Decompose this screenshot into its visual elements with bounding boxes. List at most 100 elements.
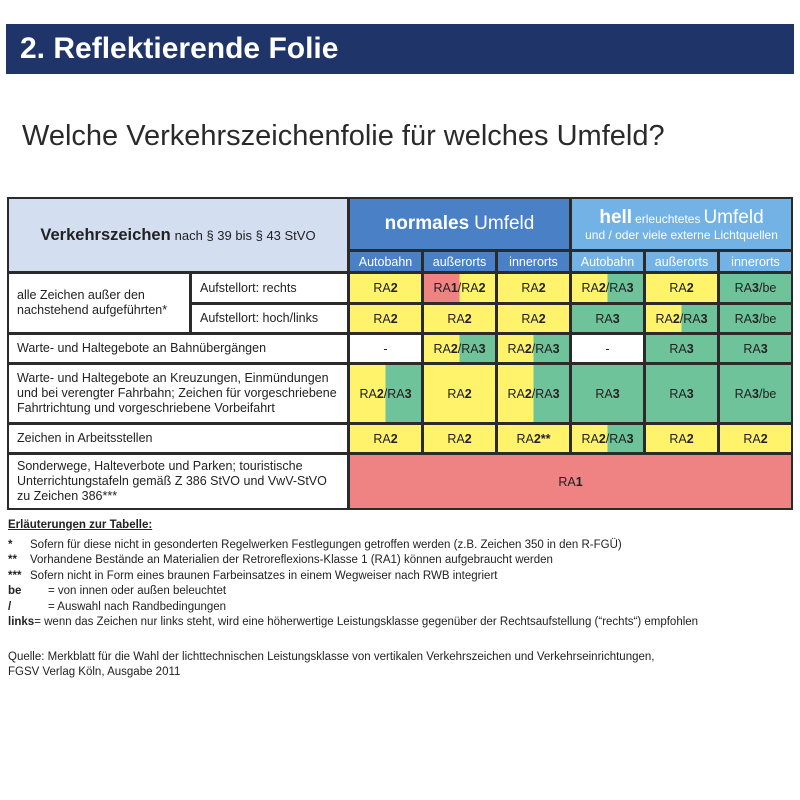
note-key: / [8,600,12,613]
hell-subtitle: und / oder viele externe Lichtquellen [585,227,778,242]
cell-text-part: RA [581,281,599,295]
hell-bold: hell [599,206,633,228]
cell-text-part: 3 [552,386,560,401]
cell-text-part: /be [758,311,777,326]
cell-text-part: 2 [464,431,472,446]
cell-text-part: 3 [752,281,759,295]
cell-text-part: 2 [686,431,694,446]
table-cell: RA 3/be [720,274,791,302]
table-cell: RA 2 [350,305,421,332]
row-label-junctions: Warte- und Haltegebote an Kreuzungen, Ei… [9,365,347,422]
note-text: = von innen oder außen beleuchtet [48,585,227,597]
cell-text-part: 3 [626,281,634,295]
table-cell: - [572,335,643,362]
note-item: ** Vorhandene Bestände an Materialien der… [8,553,698,569]
cell-text-part: RA [558,474,576,489]
row-label-railway: Warte- und Haltegebote an Bahnübergängen [9,335,347,362]
note-key: * [8,538,13,551]
cell-text-part: /be [758,386,777,401]
cell-text-part: RA [581,431,599,446]
cell-text-part: 2 [538,281,546,295]
cell-text-part: 2 [478,281,486,295]
cell-text-part: 2 [524,386,532,401]
note-item: be = von innen oder außen beleuchtet [8,584,698,600]
cell-text-part: RA [373,431,391,446]
cell-text-part: RA [734,311,753,326]
corner-rest: nach § 39 bis § 43 StVO [174,227,316,243]
cell-text-part: 3 [700,311,708,326]
cell-text-part: 2 [390,281,398,295]
cell-text-part: - [605,341,610,356]
cell-text-part: 2** [533,431,551,446]
note-text: = wenn das Zeichen nur links steht, wird… [34,616,699,628]
note-key: be [8,585,22,597]
cell-text-part: 1 [575,474,583,489]
cell-text-part: RA [669,431,687,446]
cell-text-part: RA [433,281,451,295]
table-cell: RA 2/RA 3 [572,274,643,302]
note-key: links [8,616,35,628]
cell-text-part: RA [595,311,613,326]
cell-text-part: 1 [450,281,458,295]
cell-text-part: /RA [531,341,553,356]
cell-text-part: RA [669,386,687,401]
table-notes: Erläuterungen zur Tabelle: * Sofern für d… [8,518,698,631]
table-cell: RA 2 [498,305,569,332]
cell-text-part: /RA [605,281,627,295]
cell-text-part: RA [669,281,687,295]
normal-bold: normales [384,213,470,234]
note-text: = Auswahl nach Randbedingungen [48,600,227,613]
cell-text-part: 2 [524,341,532,356]
foil-table: Verkehrszeichen nach § 39 bis § 43 StVO n… [7,197,793,510]
cell-text-part: 2 [538,311,546,326]
cell-text-part: /be [758,281,777,295]
source-line-1: Quelle: Merkblatt für die Wahl der licht… [8,651,655,663]
cell-text-part: - [383,341,388,356]
cell-text-part: 2 [464,386,472,401]
corner-bold: Verkehrszeichen [40,225,171,244]
cell-text-part: 2 [598,281,606,295]
hell-rest: Umfeld [703,206,764,228]
cell-text-part: 3 [686,386,694,401]
cell-text-part: 3 [612,386,620,401]
cell-text-part: RA [743,341,761,356]
hell-small: erleuchtetes [635,211,701,226]
cell-text-part: 3 [752,386,759,401]
cell-text-part: 3 [626,431,634,446]
row-label-right: Aufstellort: rechts [192,274,347,302]
cell-text-part: RA [507,386,525,401]
cell-text-part: RA [516,431,534,446]
row-label-special: Sonderwege, Halteverbote und Parken; tou… [9,455,347,508]
cell-text-part: RA [595,386,613,401]
table-cell: - [350,335,421,362]
cell-text-part: RA [669,341,687,356]
cell-text-part: RA [655,311,673,326]
table-cell: RA 2/RA 3 [498,365,569,422]
note-item: / = Auswahl nach Randbedingungen [8,600,698,616]
table-cell: RA 3/be [720,365,791,422]
cell-text-part: /RA [605,431,627,446]
table-cell: RA 2/RA 3 [424,335,495,362]
page-heading: Welche Verkehrszeichenfolie für welches … [22,120,665,152]
table-cell: RA 2 [424,365,495,422]
cell-text-part: 3 [686,341,694,356]
cell-text-part: 2 [686,281,694,295]
cell-text-part: RA [734,386,753,401]
cell-text-part: 2 [390,311,398,326]
table-cell: RA 3 [572,305,643,332]
note-text: Sofern nicht in Form eines braunen Farbe… [30,569,498,582]
cell-text-part: 2 [450,341,458,356]
table-cell: RA 1/RA 2 [424,274,495,302]
note-text: Sofern für diese nicht in gesonderten Re… [30,538,622,551]
table-cell: RA 3 [572,365,643,422]
cell-text-part: RA [734,281,753,295]
cell-text-part: 2 [598,431,606,446]
section-title: 2. Reflektierende Folie [20,32,339,65]
row-label-high-left: Aufstellort: hoch/links [192,305,347,332]
row-label-all-signs: alle Zeichen außer den nachstehend aufge… [9,274,189,332]
cell-text-part: 2 [390,431,398,446]
table-cell: RA 2 [424,305,495,332]
table-cell: RA 2/RA 3 [646,305,717,332]
note-item: * Sofern für diese nicht in gesonderten R… [8,538,698,554]
cell-text-part: 2 [672,311,680,326]
